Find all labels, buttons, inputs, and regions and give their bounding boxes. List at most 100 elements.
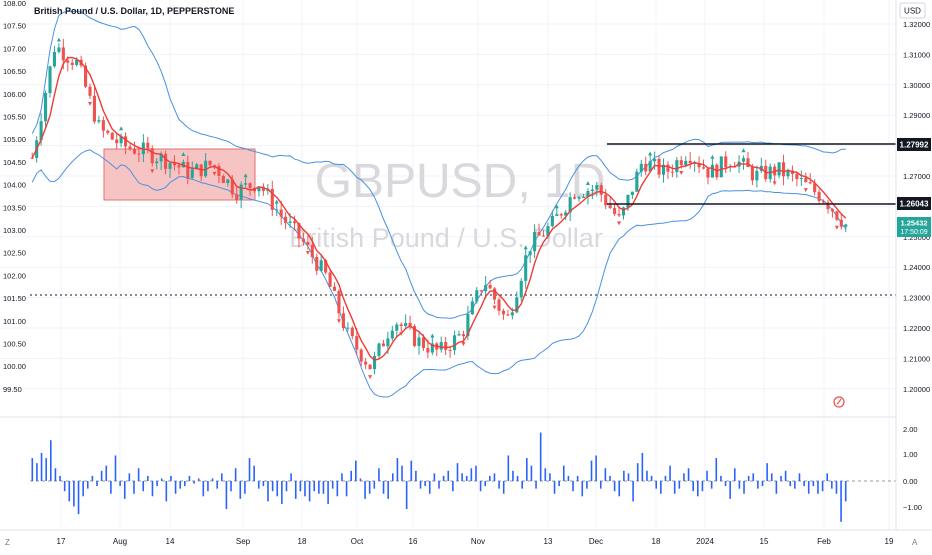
sell-marker <box>834 225 839 230</box>
candle-body <box>493 288 497 300</box>
candle-body <box>630 191 634 195</box>
candle-body <box>52 51 57 67</box>
candle-body <box>426 348 430 353</box>
sell-marker <box>212 171 217 176</box>
right-axis-tick: 1.29000 <box>903 111 930 120</box>
candle-body <box>777 162 781 176</box>
candle-body <box>804 178 808 183</box>
candle-body <box>177 165 181 168</box>
candle-body <box>310 244 314 258</box>
candle-body <box>248 183 252 188</box>
candle-body <box>399 324 403 327</box>
sell-marker <box>492 305 497 310</box>
candle-body <box>404 322 408 327</box>
time-axis-label: Dec <box>589 537 603 546</box>
watermark-name: British Pound / U.S. Dollar <box>289 223 603 253</box>
candle-body <box>315 257 319 271</box>
candle-body <box>448 349 452 351</box>
buy-marker <box>181 151 186 156</box>
candle-body <box>808 182 812 184</box>
price-value: 1.25432 <box>900 219 927 228</box>
left-price-axis[interactable]: 108.00 107.50 107.00 106.50 106.00 105.50 105.… <box>3 0 26 394</box>
candle-body <box>813 183 817 193</box>
buy-marker <box>243 173 248 178</box>
time-axis[interactable]: 17 Aug 14 Sep 18 Oct 16 Nov 13 Dec 18 2024 15 Feb 19 <box>57 537 894 546</box>
time-axis-label: 17 <box>57 537 66 546</box>
candle-body <box>301 238 305 242</box>
candle-body <box>106 130 110 133</box>
candle-body <box>377 343 381 356</box>
candle-body <box>661 164 666 175</box>
time-axis-label: 2024 <box>696 537 714 546</box>
buy-marker <box>56 37 61 42</box>
right-axis-tick: 1.31000 <box>903 50 930 59</box>
bollinger-bands <box>31 10 847 398</box>
left-axis-tick: 107.50 <box>3 22 26 31</box>
candle-body <box>461 334 466 337</box>
right-axis-tick: 1.20000 <box>903 385 930 394</box>
candle-body <box>110 132 114 140</box>
right-axis-tick: 1.22000 <box>903 324 930 333</box>
candle-body <box>88 86 92 96</box>
candle-body <box>470 301 474 315</box>
candle-body <box>172 163 177 166</box>
time-axis-label: Feb <box>817 537 831 546</box>
candle-body <box>479 290 483 292</box>
candle-body <box>57 47 61 52</box>
candle-body <box>679 160 683 166</box>
indicator-axis[interactable]: 2.00 1.00 0.00 −1.00 <box>903 425 922 512</box>
candle-body <box>61 47 65 61</box>
candle-body <box>510 312 514 316</box>
candle-body <box>261 186 265 191</box>
currency-label: USD <box>904 7 921 16</box>
candle-body <box>319 260 323 271</box>
candle-body <box>657 158 661 175</box>
candle-body <box>355 336 359 350</box>
time-axis-label: Aug <box>113 537 127 546</box>
candle-body <box>132 148 137 154</box>
resistance-badge: 1.27992 <box>897 138 931 151</box>
sell-marker <box>88 101 93 106</box>
candle-body <box>168 163 172 169</box>
sell-marker <box>399 332 404 337</box>
candle-body <box>164 153 168 169</box>
candle-body <box>795 173 799 179</box>
signal-markers <box>56 37 839 380</box>
candle-body <box>44 93 48 122</box>
candle-body <box>395 324 399 331</box>
candle-body <box>844 224 848 227</box>
candle-body <box>190 169 194 178</box>
candle-body <box>332 286 337 291</box>
candle-body <box>613 208 617 214</box>
candle-body <box>284 216 288 223</box>
candle-body <box>559 214 563 216</box>
candle-body <box>390 330 394 339</box>
candle-body <box>817 192 821 201</box>
indicator-axis-tick: −1.00 <box>903 503 922 512</box>
candle-body <box>292 221 297 224</box>
auto-scale-icon[interactable]: A <box>912 538 918 547</box>
right-axis-tick: 1.30000 <box>903 81 930 90</box>
sell-marker <box>803 188 808 193</box>
candle-body <box>786 170 790 177</box>
candle-body <box>150 148 154 164</box>
time-axis-label: 14 <box>166 537 175 546</box>
candle-body <box>70 62 74 66</box>
candle-body <box>386 338 390 347</box>
candle-body <box>639 163 643 172</box>
candle-body <box>221 175 225 184</box>
candle-body <box>684 160 688 166</box>
candle-body <box>128 146 132 149</box>
sell-marker <box>461 342 466 347</box>
candle-body <box>533 232 537 252</box>
currency-button[interactable] <box>899 2 926 19</box>
alert-clock-icon[interactable] <box>833 396 845 408</box>
candle-body <box>368 364 372 370</box>
candle-body <box>115 139 119 144</box>
z-icon[interactable]: Z <box>5 538 10 547</box>
watermark-symbol: GBPUSD, 1D <box>315 155 606 208</box>
left-axis-tick: 100.50 <box>3 340 26 349</box>
candle-body <box>30 157 34 159</box>
candle-body <box>488 284 492 289</box>
